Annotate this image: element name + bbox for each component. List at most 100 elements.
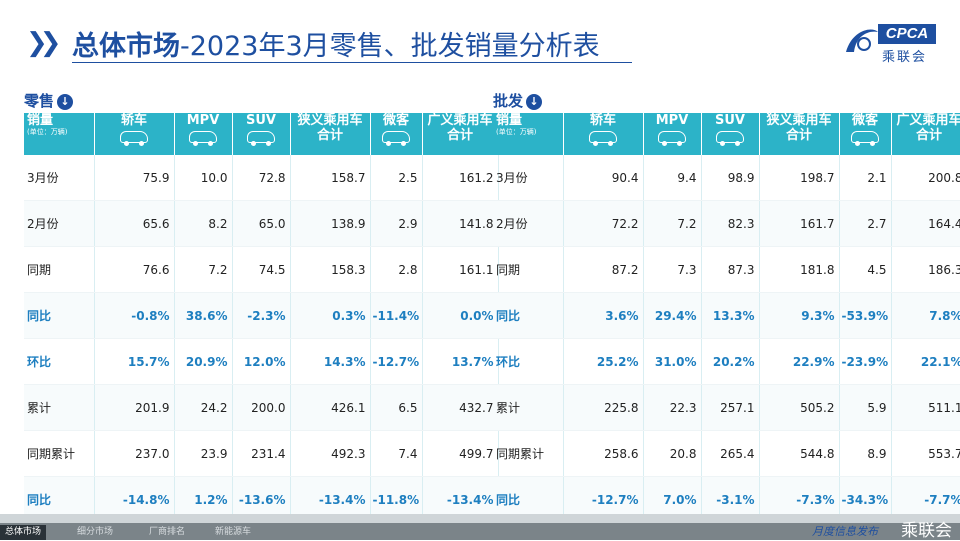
table-cell: 0.0% [422, 292, 499, 339]
table-cell: 186.3 [891, 246, 960, 293]
table-cell: 4.5 [839, 246, 892, 293]
col-header-microvan: 微客 [839, 113, 892, 155]
col-header-mpv: MPV [174, 113, 233, 155]
table-cell: 20.8 [643, 430, 702, 477]
table-cell: 2.9 [370, 200, 423, 247]
table-header-row: 销量 (单位：万辆) 轿车 MPV SUV 狭义乘用车 合计 微客 广义乘用车 合计 [24, 113, 499, 155]
table-row: 累计 201.9 24.2 200.0 426.1 6.5 432.7 [24, 384, 499, 431]
table-cell: 426.1 [290, 384, 371, 431]
table-cell: 6.5 [370, 384, 423, 431]
table-cell: 5.9 [839, 384, 892, 431]
table-cell: 492.3 [290, 430, 371, 477]
table-cell: 200.8 [891, 155, 960, 201]
row-label: 累计 [493, 384, 564, 431]
table-cell: 553.7 [891, 430, 960, 477]
row-label: 同期 [24, 246, 95, 293]
retail-table: 销量 (单位：万辆) 轿车 MPV SUV 狭义乘用车 合计 微客 广义乘用车 合计 … [24, 113, 499, 523]
table-cell: 12.0% [232, 338, 291, 385]
table-cell: 511.1 [891, 384, 960, 431]
table-cell: 20.2% [701, 338, 760, 385]
car-icon [716, 131, 744, 146]
table-cell: 258.6 [563, 430, 644, 477]
footer-tab-ranking[interactable]: 厂商排名 [149, 527, 186, 537]
arrow-down-icon: ↓ [526, 94, 543, 110]
table-cell: -2.3% [232, 292, 291, 339]
retail-section-label: 零售 ↓ [24, 90, 74, 111]
table-cell: 505.2 [759, 384, 840, 431]
table-cell: 161.2 [422, 155, 499, 201]
table-cell: 0.3% [290, 292, 371, 339]
table-cell: 225.8 [563, 384, 644, 431]
table-cell: 2.1 [839, 155, 892, 201]
row-label: 3月份 [493, 155, 564, 201]
table-cell: 138.9 [290, 200, 371, 247]
table-cell: 7.3 [643, 246, 702, 293]
table-cell: 257.1 [701, 384, 760, 431]
table-row: 2月份 65.6 8.2 65.0 138.9 2.9 141.8 [24, 200, 499, 247]
table-cell: 141.8 [422, 200, 499, 247]
table-cell: 38.6% [174, 292, 233, 339]
table-cell: 2.5 [370, 155, 423, 201]
arrow-down-icon: ↓ [57, 94, 74, 110]
table-cell: 65.6 [94, 200, 175, 247]
row-label: 同期累计 [493, 430, 564, 477]
table-cell: 158.3 [290, 246, 371, 293]
table-cell: 82.3 [701, 200, 760, 247]
car-icon [247, 131, 275, 146]
car-icon [658, 131, 686, 146]
table-cell: 231.4 [232, 430, 291, 477]
table-row: 2月份 72.2 7.2 82.3 161.7 2.7 164.4 [493, 200, 960, 247]
table-cell: 201.9 [94, 384, 175, 431]
col-header-suv: SUV [701, 113, 760, 155]
table-cell: 74.5 [232, 246, 291, 293]
col-header-suv: SUV [232, 113, 291, 155]
chevron-right-icon: ❯❯ [26, 28, 61, 58]
footer-brand: 乘联会 [901, 521, 952, 541]
footer-tab-segment[interactable]: 细分市场 [77, 527, 114, 537]
table-cell: -23.9% [839, 338, 892, 385]
row-label: 同比 [493, 292, 564, 339]
table-cell: 22.3 [643, 384, 702, 431]
table-cell: 22.1% [891, 338, 960, 385]
table-cell: 13.7% [422, 338, 499, 385]
footer-tab-nev[interactable]: 新能源车 [215, 527, 252, 537]
table-cell: 544.8 [759, 430, 840, 477]
table-row: 环比 15.7% 20.9% 12.0% 14.3% -12.7% 13.7% [24, 338, 499, 385]
page-title: 总体市场-2023年3月零售、批发销量分析表 [72, 31, 600, 62]
table-cell: 87.3 [701, 246, 760, 293]
row-label: 环比 [493, 338, 564, 385]
table-cell: 499.7 [422, 430, 499, 477]
table-cell: 13.3% [701, 292, 760, 339]
footer-strip [0, 514, 960, 523]
table-cell: 76.6 [94, 246, 175, 293]
col-header-broad-total: 广义乘用车 合计 [422, 113, 499, 155]
table-cell: 29.4% [643, 292, 702, 339]
table-cell: 65.0 [232, 200, 291, 247]
footer-slogan: 月度信息发布 [812, 525, 878, 538]
col-header-sedan: 轿车 [94, 113, 175, 155]
table-cell: 7.8% [891, 292, 960, 339]
row-label: 同期 [493, 246, 564, 293]
car-icon [382, 131, 410, 146]
table-cell: 87.2 [563, 246, 644, 293]
table-row: 同期累计 258.6 20.8 265.4 544.8 8.9 553.7 [493, 430, 960, 477]
car-icon [189, 131, 217, 146]
car-icon [120, 131, 148, 146]
table-cell: 198.7 [759, 155, 840, 201]
footer-tab-overall[interactable]: 总体市场 [0, 525, 47, 540]
table-row: 同比 -0.8% 38.6% -2.3% 0.3% -11.4% 0.0% [24, 292, 499, 339]
col-header-sales: 销量 (单位：万辆) [493, 113, 564, 155]
col-header-sedan: 轿车 [563, 113, 644, 155]
row-label: 累计 [24, 384, 95, 431]
table-cell: 9.4 [643, 155, 702, 201]
table-cell: 15.7% [94, 338, 175, 385]
table-cell: 265.4 [701, 430, 760, 477]
table-row: 3月份 90.4 9.4 98.9 198.7 2.1 200.8 [493, 155, 960, 201]
table-cell: -0.8% [94, 292, 175, 339]
table-cell: 24.2 [174, 384, 233, 431]
table-cell: 164.4 [891, 200, 960, 247]
table-row: 同比 3.6% 29.4% 13.3% 9.3% -53.9% 7.8% [493, 292, 960, 339]
table-cell: 7.4 [370, 430, 423, 477]
table-cell: 200.0 [232, 384, 291, 431]
col-header-mpv: MPV [643, 113, 702, 155]
